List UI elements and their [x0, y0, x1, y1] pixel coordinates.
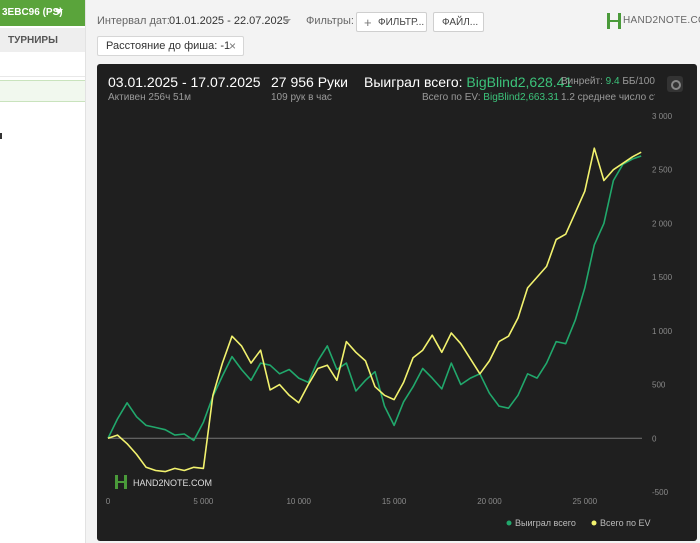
plus-icon: +: [364, 15, 372, 30]
filters-button[interactable]: + ФИЛЬТР...: [356, 12, 427, 32]
date-range-label: Интервал дат:: [97, 15, 170, 27]
y-tick-label: 500: [652, 381, 666, 390]
sidebar-item[interactable]: [0, 55, 85, 77]
total-ev-label: Всего по EV:: [422, 92, 481, 103]
winrate-label: Винрейт:: [561, 76, 603, 87]
period-text: 03.01.2025 - 17.07.2025: [108, 74, 261, 90]
average-text: 1.2 среднее число ст: [561, 92, 655, 103]
file-button-label: ФАЙЛ...: [442, 17, 479, 28]
tab-tournaments[interactable]: ТУРНИРЫ: [0, 28, 85, 52]
legend-marker: [506, 520, 512, 526]
chevron-down-icon: [55, 9, 63, 14]
active-filter-chip: Расстояние до фиша: -1 ×: [97, 36, 244, 56]
filters-label: Фильтры:: [306, 15, 354, 27]
date-range-picker[interactable]: 01.01.2025 - 22.07.2025: [169, 15, 289, 27]
y-tick-label: 3 000: [652, 112, 673, 121]
chart-watermark: HAND2NOTE.COM: [115, 475, 212, 489]
x-tick-label: 25 000: [573, 497, 598, 506]
sidebar-marker: [0, 133, 2, 139]
y-tick-label: 0: [652, 434, 657, 443]
logo-text: HAND2NOTE.COM: [623, 15, 700, 26]
y-tick-label: 2 000: [652, 219, 673, 228]
filters-button-label: ФИЛЬТР...: [378, 17, 425, 28]
legend-marker: [591, 520, 597, 526]
y-tick-label: 2 500: [652, 166, 673, 175]
x-tick-label: 20 000: [477, 497, 502, 506]
x-tick-label: 10 000: [286, 497, 311, 506]
y-tick-label: -500: [652, 488, 669, 497]
total-won-value: BigBlind2,628.41: [466, 74, 573, 90]
series-line-won: [107, 155, 642, 442]
x-tick-label: 15 000: [382, 497, 407, 506]
tab-tournaments-label: ТУРНИРЫ: [8, 35, 58, 46]
winrate-value: 9.4: [605, 76, 620, 87]
chevron-down-icon[interactable]: [283, 19, 291, 23]
total-won: Выиграл всего: BigBlind2,628.41: [364, 74, 572, 90]
graph-chart: -500 0 500 1 000 1 500 2 000 2 500 3 000 0 5 000…: [106, 112, 673, 528]
active-filter-text: Расстояние до фиша: -1: [106, 40, 231, 52]
file-button[interactable]: ФАЙЛ...: [433, 12, 484, 32]
graph-panel: 03.01.2025 - 17.07.2025 Активен 256ч 51м…: [97, 64, 697, 541]
winrate-unit: ББ/100: [622, 76, 655, 87]
hands-per-hour: 109 рук в час: [271, 92, 332, 103]
x-tick-label: 0: [106, 497, 111, 506]
legend-label[interactable]: Всего по EV: [600, 518, 650, 528]
sidebar: 3EBC96 (PS) ТУРНИРЫ: [0, 0, 86, 543]
y-tick-label: 1 500: [652, 273, 673, 282]
hands-count: 27 956 Руки: [271, 74, 348, 90]
watermark-text: HAND2NOTE.COM: [133, 478, 212, 488]
close-icon[interactable]: ×: [229, 39, 237, 53]
total-won-label: Выиграл всего:: [364, 74, 463, 90]
total-ev: Всего по EV: BigBlind2,663.31: [422, 92, 559, 103]
y-tick-label: 1 000: [652, 327, 673, 336]
account-name: 3EBC96 (PS): [2, 7, 63, 18]
series-line-ev: [107, 147, 642, 473]
x-tick-label: 5 000: [193, 497, 214, 506]
total-ev-value: BigBlind2,663.31: [483, 92, 559, 103]
logo-icon: [607, 13, 621, 29]
account-selector[interactable]: 3EBC96 (PS): [0, 0, 85, 26]
legend-label[interactable]: Выиграл всего: [515, 518, 576, 528]
winrate: Винрейт: 9.4 ББ/100: [561, 76, 655, 87]
sidebar-item-selected[interactable]: [0, 80, 85, 102]
active-time: Активен 256ч 51м: [108, 92, 192, 103]
gear-icon[interactable]: [667, 76, 683, 92]
hand2note-logo: HAND2NOTE.COM: [605, 12, 700, 30]
